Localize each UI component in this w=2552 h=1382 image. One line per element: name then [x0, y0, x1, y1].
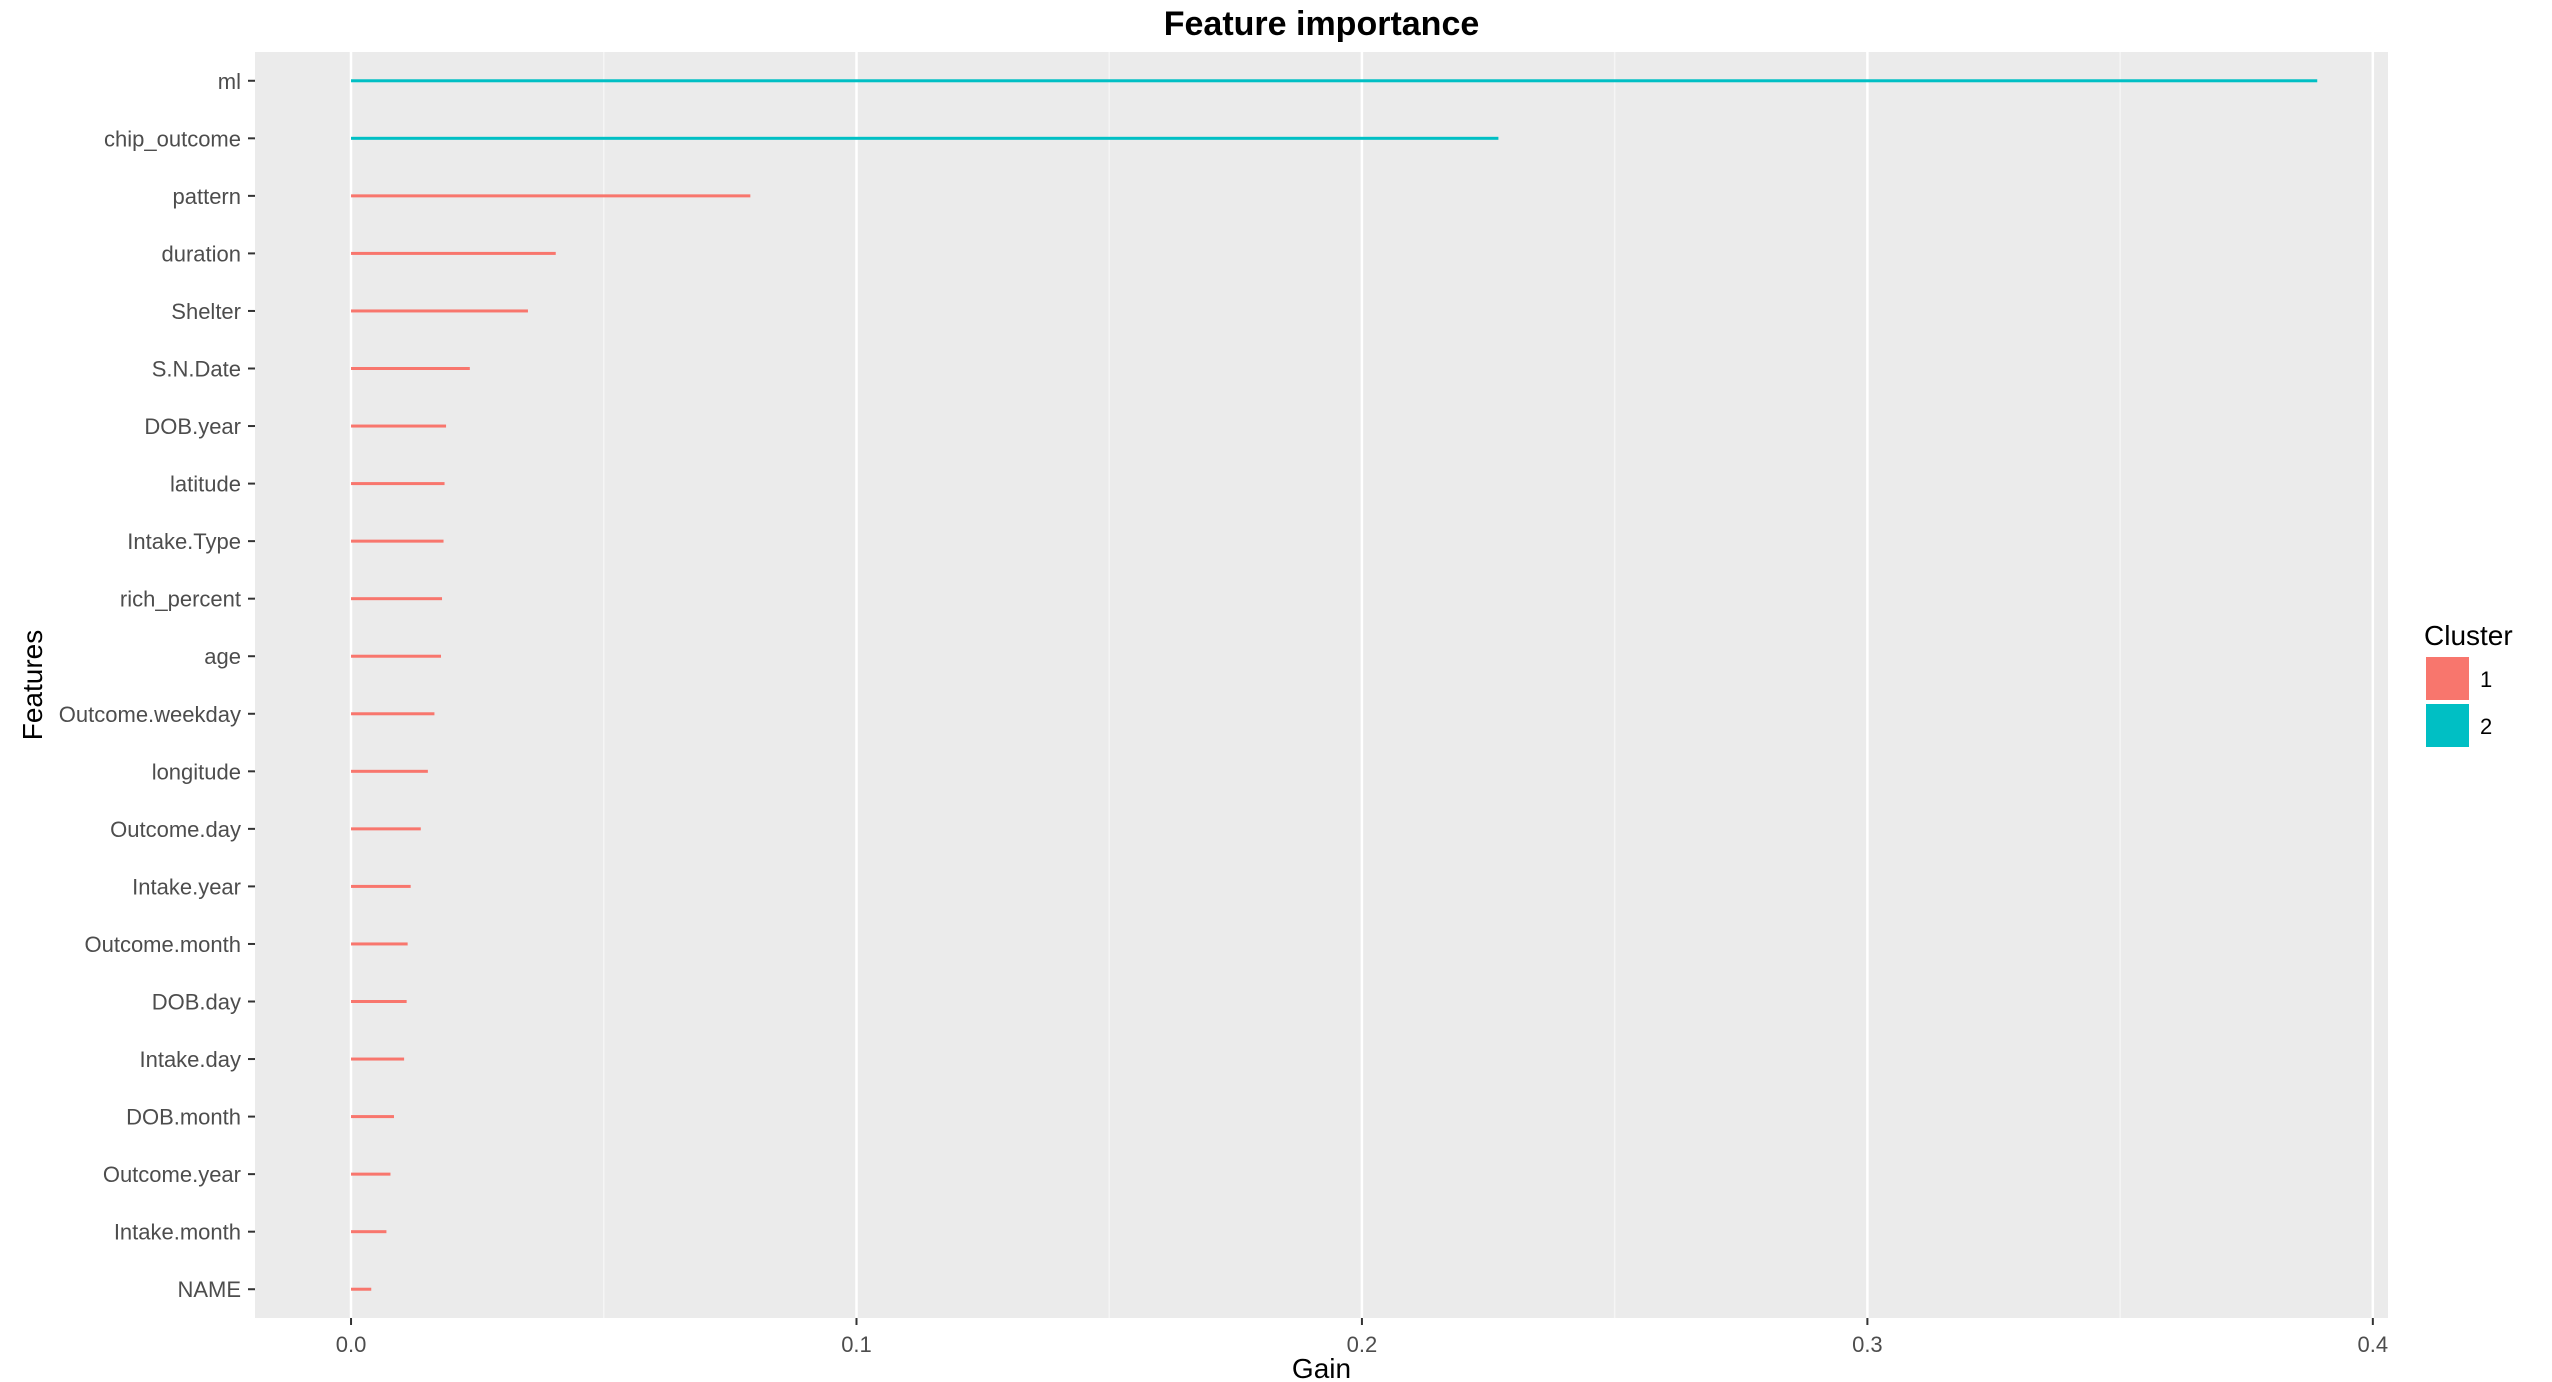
x-axis-title: Gain	[1292, 1353, 1351, 1382]
plot-panel	[255, 52, 2388, 1318]
x-axis: 0.0 0.1 0.2 0.3 0.4	[336, 1318, 2388, 1357]
y-tick-label: Outcome.year	[103, 1162, 241, 1187]
legend-title: Cluster	[2424, 620, 2513, 651]
y-tick-label: Outcome.month	[84, 932, 241, 957]
bar-Intake.month	[351, 1230, 387, 1234]
y-tick-label: NAME	[177, 1277, 241, 1302]
y-tick-label: Intake.day	[139, 1047, 241, 1072]
y-tick-label: rich_percent	[120, 587, 241, 612]
chart-title: Feature importance	[1164, 5, 1480, 43]
bar-pattern	[351, 194, 751, 198]
y-tick-label: Outcome.weekday	[59, 702, 241, 727]
bar-latitude	[351, 482, 445, 486]
bar-Shelter	[351, 309, 528, 313]
legend: Cluster 1 2	[2424, 620, 2513, 747]
y-tick-label: S.N.Date	[152, 357, 241, 382]
y-tick-label: Intake.Type	[127, 529, 241, 554]
y-tick-label: DOB.year	[144, 414, 241, 439]
legend-key-1	[2426, 657, 2469, 700]
y-tick-label: duration	[161, 241, 241, 266]
bar-Outcome.weekday	[351, 712, 435, 716]
bar-Intake.day	[351, 1057, 405, 1061]
y-tick-label: ml	[218, 69, 241, 94]
x-tick-label: 0.0	[336, 1332, 367, 1357]
x-tick-label: 0.2	[1347, 1332, 1378, 1357]
bar-rich_percent	[351, 597, 443, 601]
bar-longitude	[351, 769, 428, 773]
y-tick-label: pattern	[173, 184, 242, 209]
bar-age	[351, 654, 442, 658]
y-tick-label: DOB.day	[152, 990, 241, 1015]
bar-NAME	[351, 1287, 372, 1291]
x-tick-label: 0.4	[2358, 1332, 2389, 1357]
bar-DOB.month	[351, 1115, 394, 1119]
y-tick-label: longitude	[152, 759, 241, 784]
y-tick-label: Intake.month	[114, 1220, 241, 1245]
legend-label-1: 1	[2480, 667, 2492, 692]
y-tick-label: age	[204, 644, 241, 669]
y-tick-label: chip_outcome	[104, 126, 241, 151]
y-tick-label: DOB.month	[126, 1105, 241, 1130]
bar-S.N.Date	[351, 367, 470, 370]
bar-Intake.year	[351, 884, 411, 888]
x-tick-label: 0.1	[841, 1332, 872, 1357]
y-axis-title: Features	[17, 630, 48, 741]
bar-Outcome.month	[351, 942, 408, 946]
legend-key-2	[2426, 704, 2469, 747]
y-tick-label: Outcome.day	[110, 817, 241, 842]
x-tick-label: 0.3	[1852, 1332, 1883, 1357]
bar-chip_outcome	[351, 136, 1499, 140]
bar-Outcome.day	[351, 827, 421, 831]
bar-duration	[351, 251, 556, 255]
bar-ml	[351, 79, 2318, 83]
y-tick-label: latitude	[170, 472, 241, 497]
y-tick-label: Intake.year	[132, 874, 241, 899]
y-tick-label: Shelter	[171, 299, 241, 324]
bars	[351, 79, 2318, 1291]
bar-DOB.year	[351, 424, 447, 428]
bar-Intake.Type	[351, 539, 444, 543]
bar-Outcome.year	[351, 1172, 391, 1176]
bar-DOB.day	[351, 1000, 407, 1003]
legend-label-2: 2	[2480, 714, 2492, 739]
grid-lines	[349, 52, 2375, 1318]
